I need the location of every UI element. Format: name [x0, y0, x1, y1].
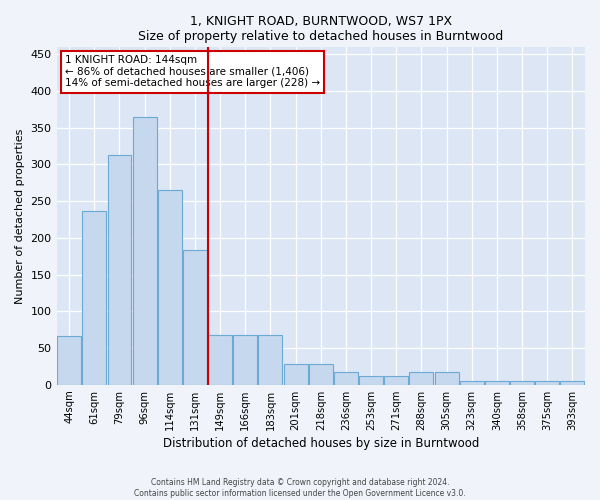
- Bar: [460, 381, 484, 385]
- Text: Contains HM Land Registry data © Crown copyright and database right 2024.
Contai: Contains HM Land Registry data © Crown c…: [134, 478, 466, 498]
- Bar: [409, 372, 433, 385]
- Bar: [259, 335, 283, 385]
- Bar: [133, 116, 157, 385]
- Bar: [385, 376, 408, 385]
- Bar: [560, 381, 584, 385]
- X-axis label: Distribution of detached houses by size in Burntwood: Distribution of detached houses by size …: [163, 437, 479, 450]
- Bar: [107, 155, 131, 385]
- Bar: [284, 364, 308, 385]
- Bar: [510, 381, 534, 385]
- Y-axis label: Number of detached properties: Number of detached properties: [15, 128, 25, 304]
- Bar: [434, 372, 458, 385]
- Bar: [359, 376, 383, 385]
- Title: 1, KNIGHT ROAD, BURNTWOOD, WS7 1PX
Size of property relative to detached houses : 1, KNIGHT ROAD, BURNTWOOD, WS7 1PX Size …: [138, 15, 503, 43]
- Bar: [158, 190, 182, 385]
- Bar: [57, 336, 81, 385]
- Bar: [535, 381, 559, 385]
- Bar: [485, 381, 509, 385]
- Bar: [233, 335, 257, 385]
- Bar: [309, 364, 333, 385]
- Text: 1 KNIGHT ROAD: 144sqm
← 86% of detached houses are smaller (1,406)
14% of semi-d: 1 KNIGHT ROAD: 144sqm ← 86% of detached …: [65, 56, 320, 88]
- Bar: [208, 335, 232, 385]
- Bar: [82, 210, 106, 385]
- Bar: [183, 250, 207, 385]
- Bar: [334, 372, 358, 385]
